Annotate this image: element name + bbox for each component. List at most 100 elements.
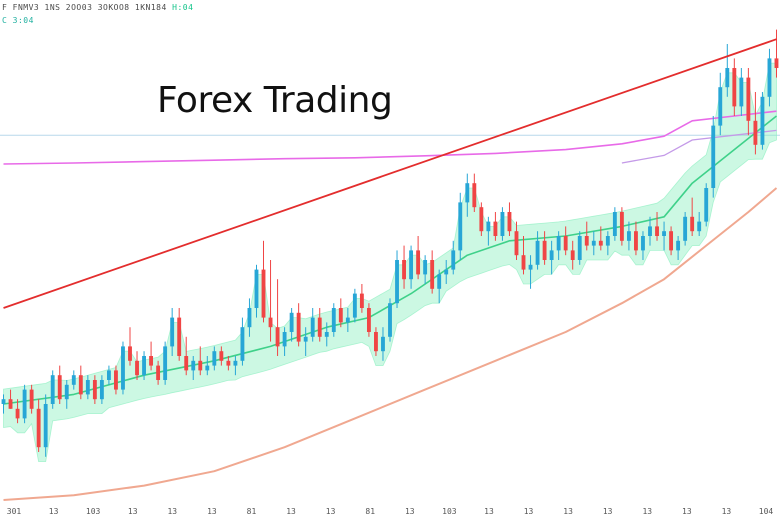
candle — [128, 327, 132, 366]
candle-body — [296, 312, 301, 342]
candle — [226, 356, 231, 371]
candle — [92, 375, 97, 404]
candle — [612, 207, 617, 241]
candle-body — [591, 240, 596, 246]
symbol-info-status: H:04 — [172, 3, 194, 12]
slow-average-line — [3, 110, 777, 165]
candle-body — [711, 125, 716, 188]
candle — [240, 317, 245, 366]
candle — [395, 250, 399, 308]
candle-body — [149, 356, 154, 366]
candle — [472, 173, 477, 212]
candle-body — [29, 389, 34, 409]
candle — [212, 346, 217, 371]
candle — [458, 192, 463, 260]
x-tick-label: 13 — [682, 507, 692, 516]
candle-body — [71, 375, 76, 385]
candle — [718, 72, 723, 136]
candle-body — [423, 260, 428, 275]
candle — [570, 240, 575, 270]
candle-body — [444, 269, 449, 275]
candle-body — [275, 327, 280, 347]
candle — [114, 365, 118, 395]
candle — [352, 288, 357, 323]
candle — [29, 384, 34, 414]
candle-body — [725, 68, 730, 88]
candle-body — [184, 356, 189, 371]
x-tick-label: 13 — [603, 507, 613, 516]
candle — [430, 250, 435, 294]
candle — [254, 264, 259, 318]
candle-body — [605, 236, 610, 246]
candle — [739, 68, 744, 116]
candle-body — [64, 384, 69, 400]
candle-body — [760, 96, 765, 145]
candle-body — [634, 231, 638, 251]
candle — [64, 380, 69, 409]
candle — [142, 351, 146, 380]
candle — [359, 284, 364, 313]
x-tick-label: 13 — [722, 507, 732, 516]
candle-body — [303, 336, 308, 342]
candle-body — [163, 346, 168, 380]
candle-body — [289, 312, 294, 332]
candle-body — [338, 308, 343, 323]
candle — [402, 245, 406, 289]
candle-body — [331, 308, 336, 332]
candle — [605, 231, 610, 256]
candle-body — [205, 365, 210, 371]
symbol-info-text: F FNMV3 1NS 2OO03 3OKOO8 1KN184 — [2, 3, 167, 12]
candle — [648, 216, 652, 246]
candle-body — [106, 370, 111, 380]
candle — [219, 346, 224, 366]
candle-body — [655, 226, 659, 236]
candle — [282, 327, 287, 356]
candle-body — [619, 212, 624, 241]
x-tick-label: 13 — [49, 507, 59, 516]
candle-body — [156, 365, 161, 380]
candle-body — [198, 360, 203, 371]
candle — [99, 375, 104, 404]
candle — [725, 44, 730, 97]
candle — [85, 375, 90, 400]
candle-body — [247, 308, 252, 328]
candle — [662, 221, 666, 251]
x-tick-label: 13 — [524, 507, 534, 516]
x-tick-label: 81 — [247, 507, 257, 516]
candle — [57, 365, 62, 404]
candle — [486, 216, 491, 246]
candle-body — [135, 360, 139, 376]
candle — [163, 341, 168, 385]
candle-body — [317, 317, 322, 337]
candle-body — [324, 332, 329, 337]
candle-body — [697, 221, 702, 232]
candle-body — [352, 293, 357, 318]
candle — [704, 183, 709, 227]
candle — [760, 92, 765, 150]
candle-body — [50, 375, 55, 404]
candle-body — [36, 408, 41, 448]
candle-body — [767, 58, 772, 97]
x-tick-label: 13 — [207, 507, 217, 516]
candle — [205, 356, 210, 376]
candle-body — [690, 216, 695, 232]
candle — [324, 322, 329, 347]
candle-body — [388, 303, 392, 337]
candle-body — [465, 183, 470, 203]
candle-body — [170, 317, 175, 347]
candle — [261, 240, 266, 323]
candle-body — [254, 269, 259, 308]
candle-body — [128, 346, 132, 361]
candle — [507, 202, 512, 236]
candle — [676, 236, 681, 260]
candle-body — [92, 380, 97, 400]
candle-body — [535, 240, 540, 265]
candle — [563, 226, 568, 256]
candle-body — [1, 399, 6, 404]
candle-body — [774, 58, 779, 68]
candle-body — [732, 68, 737, 107]
candle-body — [704, 188, 709, 222]
candle-body — [479, 207, 484, 232]
candle-body — [345, 317, 350, 323]
candle-body — [282, 332, 287, 347]
